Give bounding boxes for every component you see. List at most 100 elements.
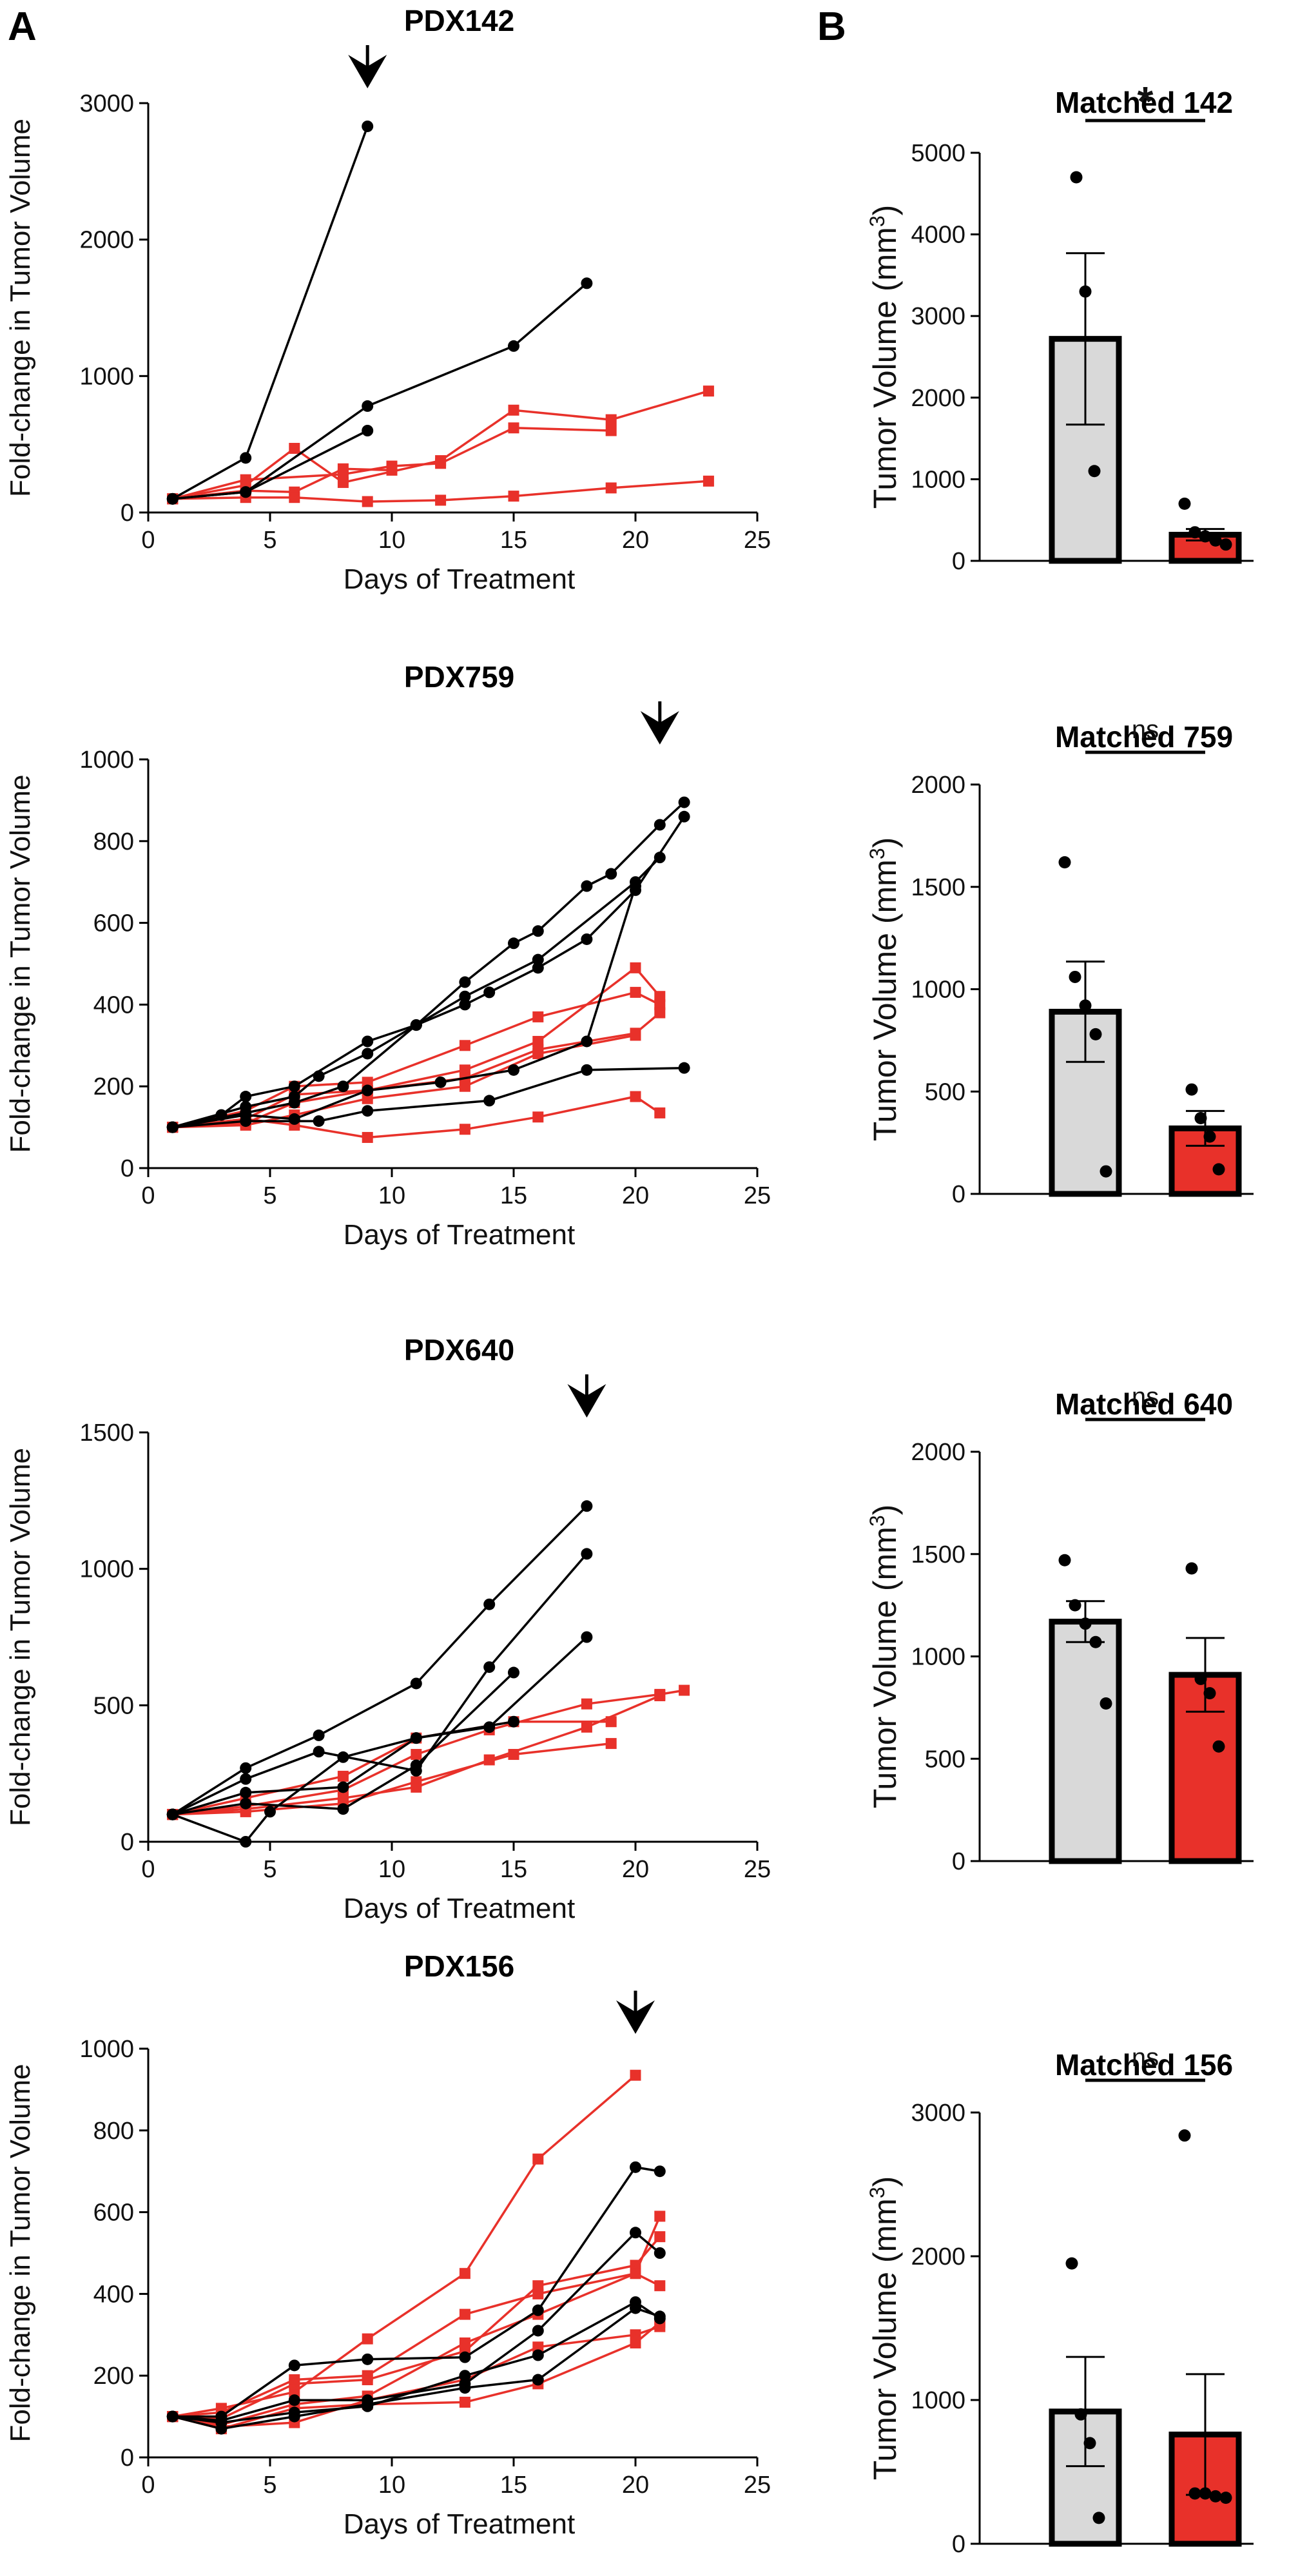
data-point-control: [288, 2359, 300, 2372]
y-tick-label: 3000: [911, 303, 965, 330]
y-axis-label-end: ): [867, 205, 903, 216]
data-point-control: [508, 340, 519, 352]
y-tick-label: 200: [93, 2363, 134, 2390]
individual-point: [1188, 526, 1201, 539]
y-axis-label-sup: 3: [866, 848, 889, 859]
data-point-treated: [532, 1011, 544, 1022]
data-point-control: [630, 2161, 641, 2173]
series-line: [172, 815, 686, 1129]
data-point-treated: [630, 962, 641, 973]
x-tick-label: 0: [141, 1182, 155, 1209]
y-tick-label: 1000: [79, 1556, 134, 1583]
y-axis-label: Tumor Volume (mm3): [866, 837, 903, 1142]
series-line: [172, 2236, 661, 2420]
data-point-treated: [630, 1029, 641, 1041]
y-tick-label: 1000: [911, 466, 965, 493]
data-point-treated: [289, 2378, 300, 2390]
x-tick-label: 15: [500, 1182, 527, 1209]
individual-point: [1079, 999, 1092, 1012]
y-tick-label: 2000: [911, 1439, 965, 1466]
bar-chart-4: Matched 156 0 1000 2000 3000 Tumor Volume (mm…: [866, 2044, 1254, 2558]
data-point-control: [459, 990, 471, 1002]
series-line: [172, 282, 588, 500]
series-line: [171, 126, 369, 500]
y-tick-label: 1500: [911, 874, 965, 901]
data-point-treated: [532, 2280, 544, 2292]
data-point-control: [240, 1115, 252, 1127]
data-point-control: [630, 2302, 641, 2314]
data-point-control: [313, 1115, 325, 1127]
data-point-control: [630, 880, 641, 892]
data-point-control: [362, 120, 374, 132]
individual-point: [1089, 1028, 1102, 1040]
y-axis-label-end: ): [867, 837, 903, 848]
data-point-control: [532, 2349, 544, 2361]
data-point-treated: [435, 458, 447, 469]
data-point-control: [654, 819, 666, 831]
line-chart-pdx156: PDX156 0 200 400 600 800 1000 0 5 10 15 20 25 Days of…: [5, 1949, 771, 2540]
series-line: [172, 1636, 588, 1816]
data-point-control: [459, 999, 471, 1011]
data-point-treated: [459, 2337, 470, 2348]
y-tick-label: 2000: [911, 772, 965, 799]
data-point-control: [410, 1677, 422, 1690]
data-point-treated: [605, 482, 617, 494]
data-point-control: [362, 2398, 374, 2410]
x-tick-label: 25: [744, 1182, 771, 1209]
data-point-control: [483, 1095, 496, 1107]
data-point-control: [581, 1548, 593, 1560]
data-point-control: [313, 1070, 325, 1082]
data-point-control: [630, 2227, 641, 2239]
line-chart-pdx142: PDX142 0 1000 2000 3000 0 5 10 15 20 25 Days of Tre…: [5, 4, 771, 595]
data-point-treated: [459, 1080, 470, 1092]
data-point-control: [508, 1064, 519, 1076]
data-point-treated: [532, 1111, 544, 1123]
x-tick-label: 10: [378, 1182, 405, 1209]
y-axis-label-main: Tumor Volume (mm: [867, 2198, 903, 2480]
data-point-treated: [240, 1806, 251, 1817]
y-tick-label: 3000: [911, 2100, 965, 2127]
data-point-control: [678, 810, 690, 823]
chart-title: Matched 640: [1055, 1387, 1233, 1421]
individual-point: [1178, 2129, 1191, 2142]
data-point-treated: [654, 1107, 666, 1118]
individual-point: [1209, 2490, 1222, 2503]
data-point-control: [581, 1631, 593, 1643]
x-tick-label: 5: [263, 1856, 276, 1883]
data-point-treated: [654, 2210, 666, 2222]
x-tick-label: 5: [263, 2472, 276, 2499]
data-point-treated: [532, 2153, 544, 2165]
x-tick-label: 20: [622, 527, 649, 554]
bar-chart-2: Matched 759 0 500 1000 1500 2000 Tumor Volume …: [866, 716, 1254, 1208]
y-tick-label: 1000: [911, 977, 965, 1004]
x-tick-label: 20: [622, 1182, 649, 1209]
significance-label: ns: [1132, 1383, 1159, 1411]
data-point-control: [288, 1097, 300, 1109]
x-tick-label: 15: [500, 2472, 527, 2499]
line-chart-pdx759: PDX759 0 200 400 600 800 1000 0 5 10 15 20 25 Days of…: [5, 660, 771, 1251]
series-line: [172, 2216, 661, 2418]
y-axis-label: Fold-change in Tumor Volume: [5, 775, 36, 1153]
individual-point: [1083, 2437, 1096, 2450]
data-point-treated: [362, 1093, 373, 1104]
data-point-control: [581, 1035, 593, 1048]
individual-point: [1069, 1599, 1081, 1612]
y-tick-label: 500: [93, 1692, 134, 1719]
significance-label: ns: [1132, 2044, 1159, 2072]
data-point-treated: [654, 1007, 666, 1019]
individual-point: [1058, 856, 1071, 869]
individual-point: [1178, 497, 1191, 510]
chart-title: Matched 156: [1055, 2048, 1233, 2082]
significance-label: ns: [1132, 716, 1159, 744]
individual-point: [1219, 2492, 1232, 2504]
individual-point: [1089, 1635, 1102, 1648]
y-tick-label: 0: [952, 2531, 965, 2558]
individual-point: [1199, 530, 1212, 543]
series-line: [172, 2166, 661, 2418]
x-tick-label: 10: [378, 1856, 405, 1883]
data-point-control: [532, 962, 544, 974]
data-point-control: [240, 1786, 252, 1799]
series-treated: [167, 2317, 666, 2435]
data-point-control: [581, 1500, 593, 1512]
